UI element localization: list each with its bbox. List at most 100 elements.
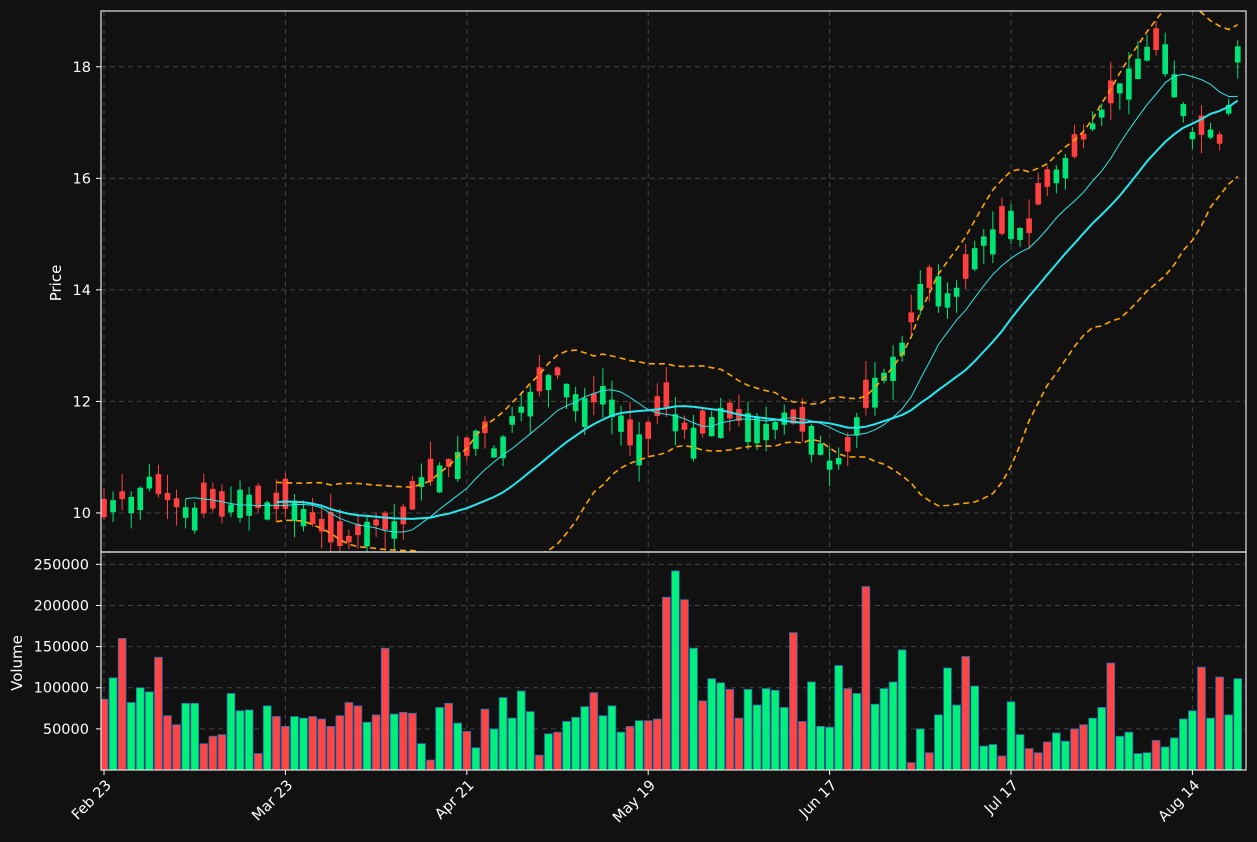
candle-body bbox=[500, 436, 506, 459]
candle-body bbox=[808, 426, 815, 455]
candle-body bbox=[327, 511, 334, 543]
candle-body bbox=[536, 367, 543, 392]
volume-bar bbox=[1015, 734, 1025, 770]
volume-bar bbox=[544, 733, 553, 770]
volume-bar bbox=[580, 706, 590, 770]
candle-body bbox=[881, 372, 887, 381]
volume-bar bbox=[698, 700, 707, 770]
volume-bar bbox=[417, 743, 426, 770]
volume-bar bbox=[190, 702, 199, 770]
candle-body bbox=[146, 476, 153, 489]
volume-bar bbox=[943, 667, 952, 770]
volume-bar bbox=[571, 716, 580, 770]
volume-bar bbox=[326, 726, 336, 770]
candle-body bbox=[527, 391, 534, 417]
volume-bar bbox=[489, 728, 499, 770]
candle-body bbox=[890, 356, 896, 381]
volume-bar bbox=[707, 678, 716, 770]
candle-body bbox=[1189, 132, 1196, 140]
volume-bar bbox=[553, 731, 562, 770]
xtick-label: Apr 21 bbox=[432, 778, 477, 823]
volume-bar bbox=[507, 717, 517, 770]
overlay-lines bbox=[185, 11, 1239, 552]
candle-body bbox=[962, 254, 969, 279]
candle-body bbox=[346, 535, 352, 543]
volume-bar bbox=[1106, 662, 1116, 770]
volume-bar bbox=[335, 715, 345, 770]
candle-body bbox=[282, 478, 289, 509]
volume-bar bbox=[825, 726, 834, 770]
candle-body bbox=[400, 506, 407, 525]
volume-bar bbox=[1160, 746, 1170, 770]
xtick-label: Aug 14 bbox=[1156, 778, 1204, 826]
candle-body bbox=[1216, 134, 1223, 144]
volume-bar bbox=[562, 721, 571, 770]
candle-body bbox=[1171, 74, 1178, 98]
candle-body bbox=[618, 415, 624, 432]
volume-bar bbox=[997, 755, 1007, 770]
volume-bar bbox=[743, 688, 753, 770]
volume-bar bbox=[208, 735, 218, 770]
volume-bar bbox=[870, 703, 880, 770]
candle-body bbox=[681, 422, 688, 430]
volume-bar bbox=[807, 681, 816, 770]
volume-bar bbox=[1115, 735, 1125, 770]
candle-body bbox=[609, 399, 615, 418]
candle-body bbox=[581, 398, 588, 427]
candle-body bbox=[600, 385, 606, 405]
price-axis-label: Price bbox=[47, 265, 65, 302]
candle-body bbox=[1207, 129, 1214, 138]
volume-bar bbox=[680, 599, 689, 770]
candle-body bbox=[699, 410, 706, 434]
candle-body bbox=[899, 342, 905, 356]
volume-bar bbox=[1151, 739, 1161, 770]
volume-bar bbox=[272, 716, 281, 770]
volume-bar bbox=[779, 707, 789, 770]
candle-body bbox=[300, 508, 307, 527]
candle-body bbox=[554, 367, 561, 376]
xtick-label: May 19 bbox=[610, 778, 659, 827]
candle-body bbox=[1107, 80, 1114, 104]
price-panel: 10 12 14 16 18 bbox=[73, 10, 1247, 553]
volume-panel: 50000 100000 150000 200000 250000 Feb 23 Mar 2… bbox=[34, 551, 1247, 827]
volume-bar bbox=[789, 632, 798, 770]
candle-body bbox=[990, 229, 996, 255]
candle-body bbox=[590, 393, 597, 403]
xtick-label: Jul 17 bbox=[981, 778, 1022, 819]
price-frame bbox=[100, 10, 1247, 553]
candle-body bbox=[745, 413, 751, 442]
candle-body bbox=[1044, 169, 1051, 187]
volume-bar bbox=[952, 704, 961, 770]
candle-body bbox=[1144, 46, 1150, 61]
volume-bar bbox=[961, 656, 970, 770]
volume-bar bbox=[480, 708, 490, 770]
candle-body bbox=[1126, 68, 1132, 100]
volume-bar bbox=[126, 702, 136, 770]
volume-bar bbox=[471, 747, 481, 770]
volume-bar bbox=[607, 705, 617, 770]
volume-bar bbox=[1070, 728, 1079, 770]
volume-bar bbox=[163, 715, 172, 770]
candle-body bbox=[1153, 28, 1159, 51]
volume-bar bbox=[1088, 717, 1097, 770]
candle-body bbox=[391, 521, 398, 539]
volume-bar bbox=[861, 586, 871, 770]
volume-bar bbox=[770, 689, 780, 770]
xtick-label: Jun 17 bbox=[796, 778, 840, 822]
volume-bar bbox=[145, 691, 154, 770]
volume-bar bbox=[852, 693, 862, 770]
volume-bar bbox=[262, 705, 272, 770]
volume-bar bbox=[462, 730, 472, 770]
volume-ytick-label: 100000 bbox=[34, 681, 89, 697]
volume-bar bbox=[1215, 676, 1224, 770]
volume-bar bbox=[897, 649, 907, 770]
volume-bar bbox=[1124, 731, 1134, 770]
volume-bar bbox=[1042, 741, 1052, 770]
candle-body bbox=[309, 512, 316, 525]
candle-body bbox=[255, 485, 262, 509]
volume-bar bbox=[154, 656, 163, 770]
volume-bar bbox=[798, 721, 807, 770]
candle-body bbox=[727, 402, 733, 419]
volume-bar bbox=[299, 717, 308, 770]
